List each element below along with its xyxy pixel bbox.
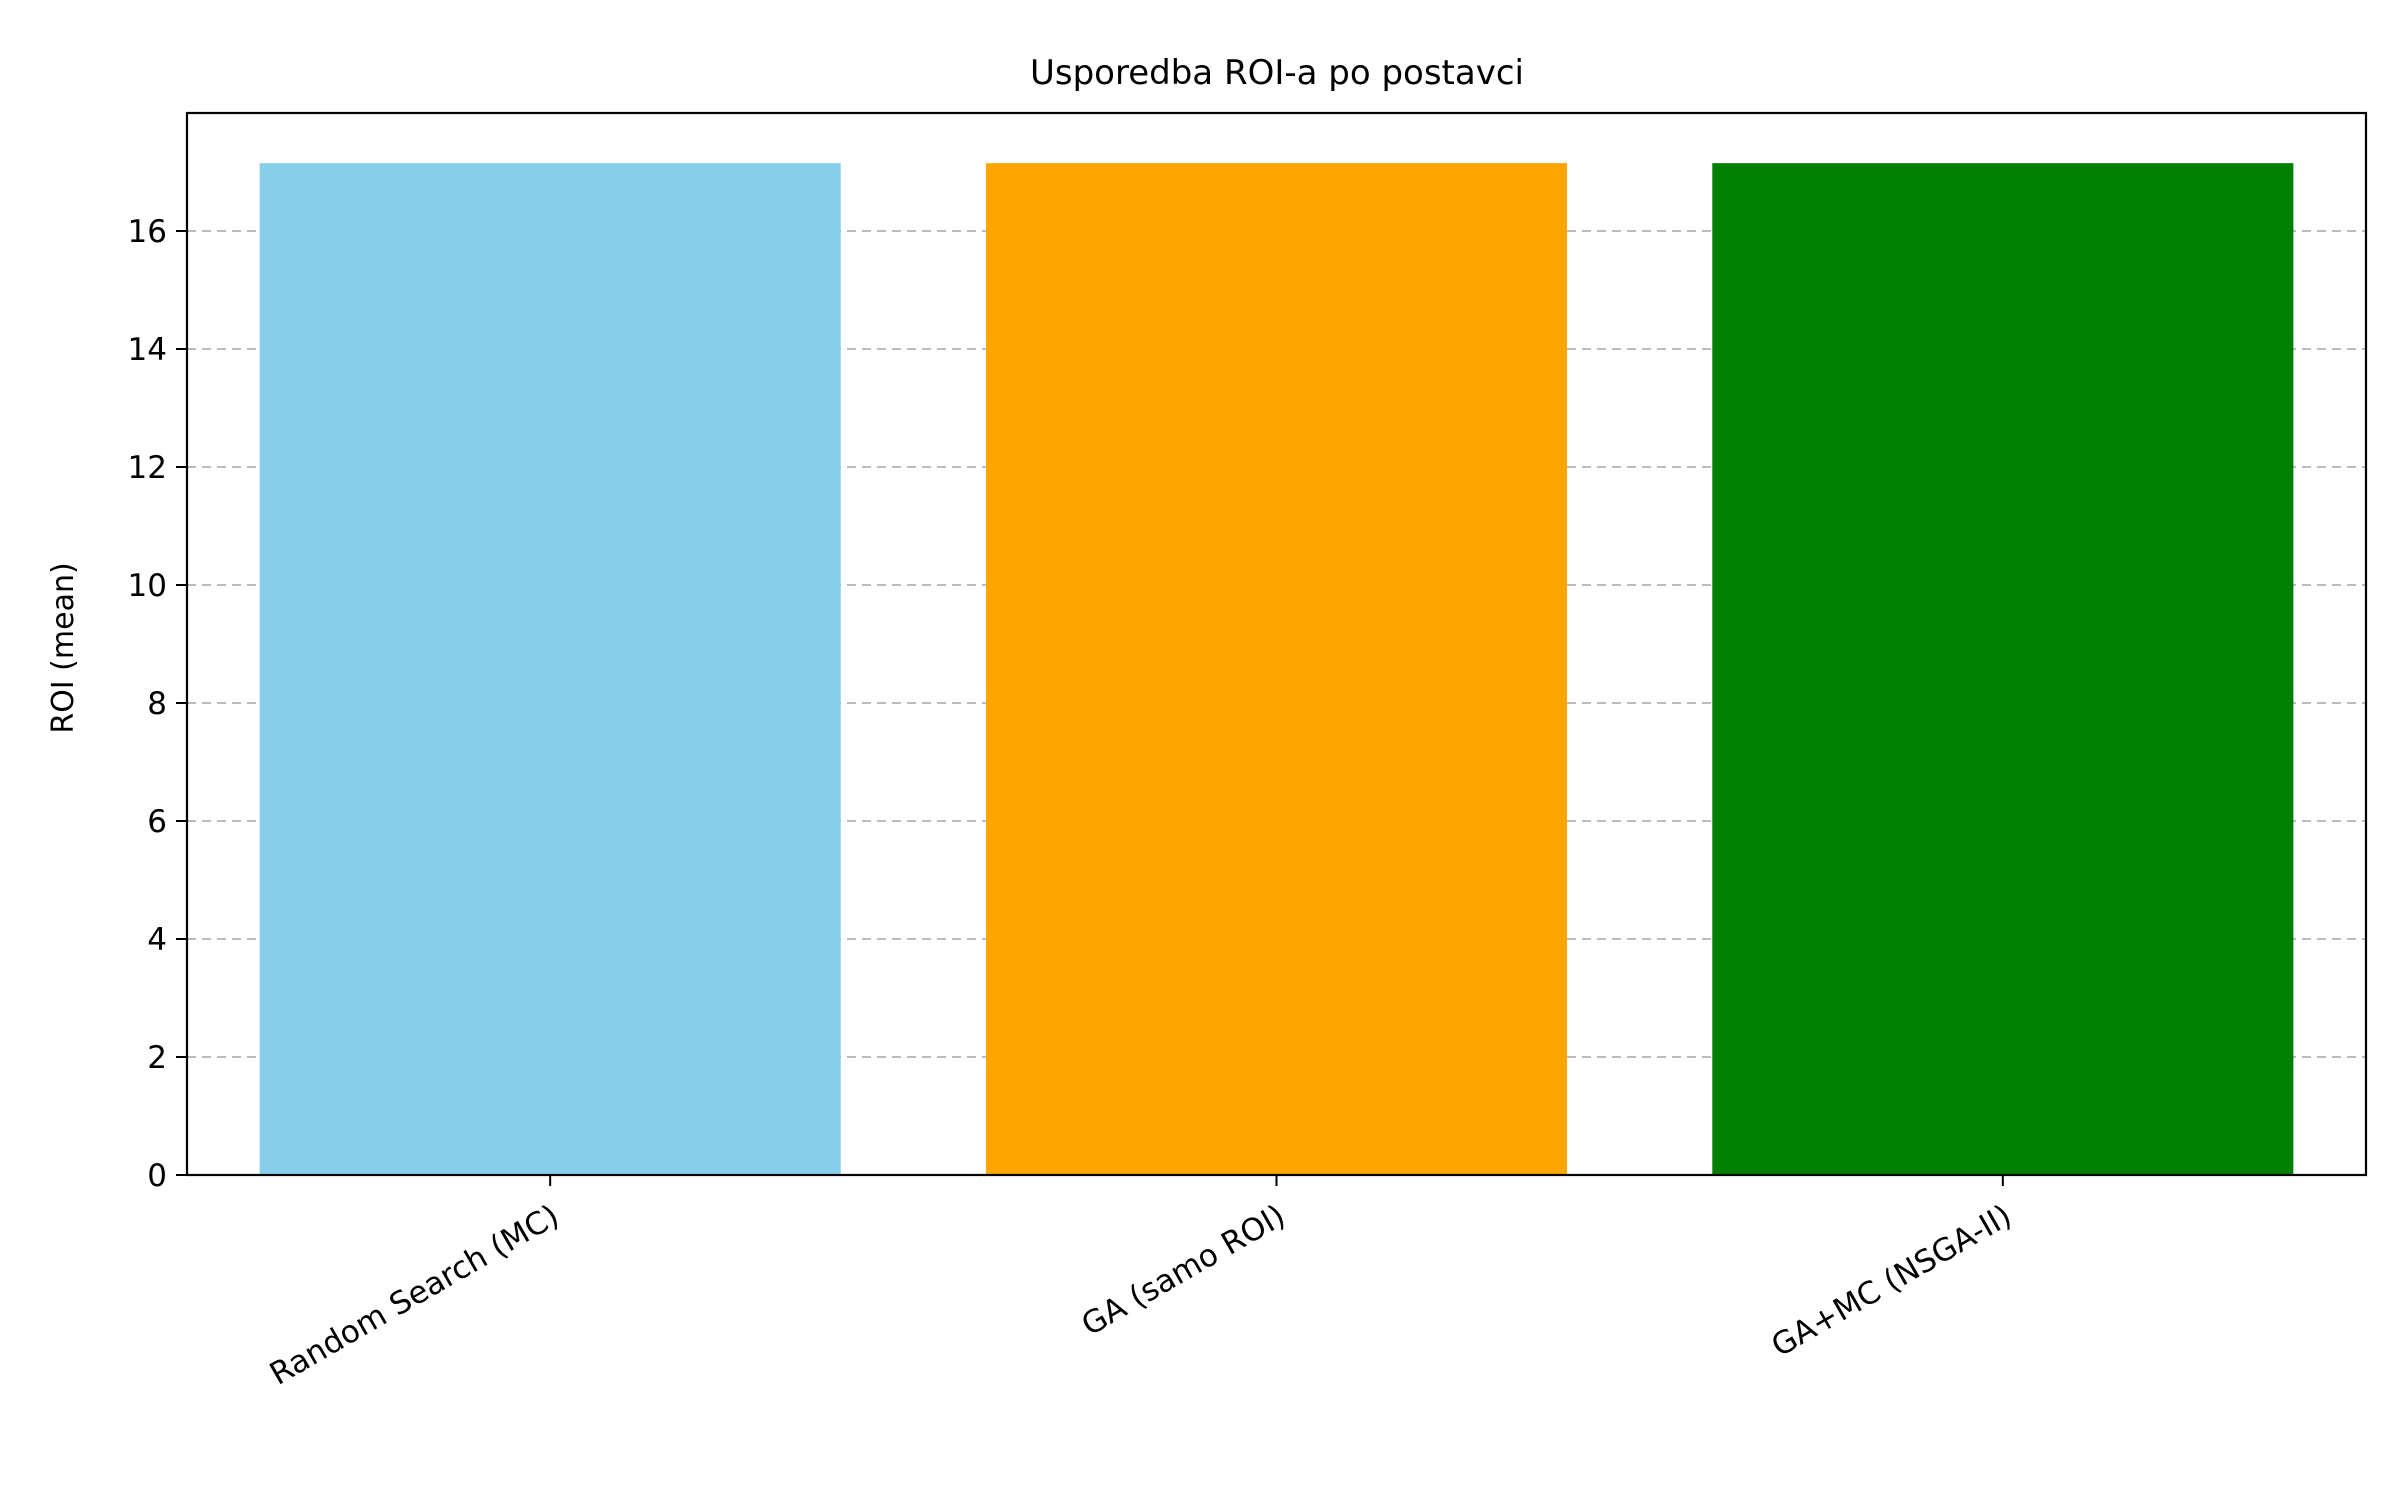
bar bbox=[985, 163, 1568, 1175]
x-tick-label: GA+MC (NSGA-II) bbox=[1766, 1198, 2018, 1364]
y-tick-label: 10 bbox=[128, 568, 167, 604]
y-tick-label: 8 bbox=[147, 686, 167, 722]
x-tick-label: Random Search (MC) bbox=[264, 1198, 565, 1393]
y-tick-label: 6 bbox=[147, 804, 167, 840]
y-tick-label: 12 bbox=[128, 450, 167, 486]
y-tick-label: 16 bbox=[128, 214, 167, 250]
y-tick-label: 4 bbox=[147, 922, 167, 958]
y-axis-ticks: 0 2 4 6 8 10 12 14 16 bbox=[128, 214, 187, 1194]
y-axis-label: ROI (mean) bbox=[46, 562, 81, 733]
bar bbox=[259, 163, 841, 1175]
y-tick-label: 0 bbox=[147, 1158, 167, 1194]
bar bbox=[1712, 163, 2294, 1175]
chart-title: Usporedba ROI-a po postavci bbox=[1030, 53, 1524, 93]
y-tick-label: 2 bbox=[147, 1040, 167, 1076]
x-tick-label: GA (samo ROI) bbox=[1076, 1198, 1292, 1343]
x-axis-ticks: Random Search (MC) GA (samo ROI) GA+MC (NS… bbox=[264, 1175, 2018, 1393]
y-tick-label: 14 bbox=[128, 332, 167, 368]
bars bbox=[259, 163, 2294, 1175]
